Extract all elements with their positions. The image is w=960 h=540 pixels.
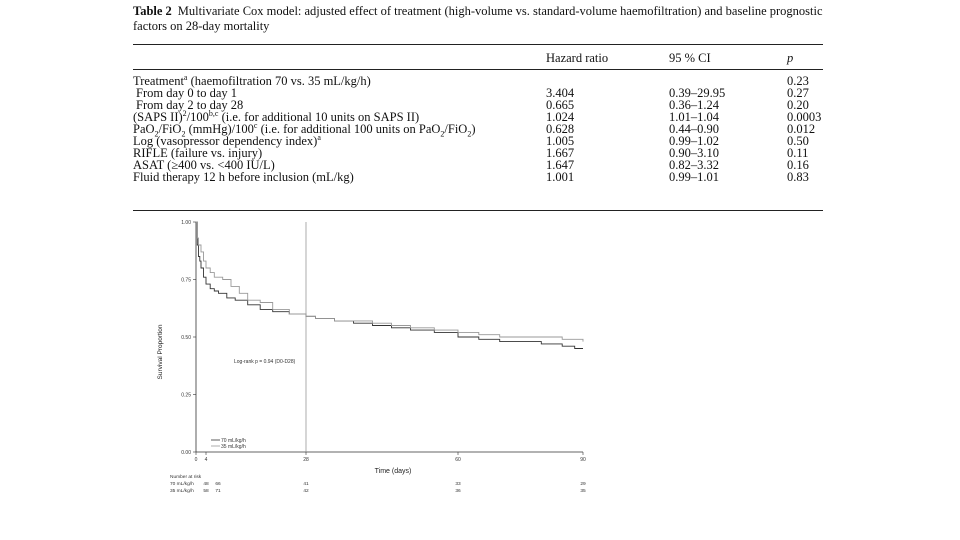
risk-count: 33	[455, 481, 461, 487]
table-label: Table 2	[133, 4, 172, 18]
x-tick-label: 90	[580, 457, 586, 463]
row-ci: 0.39–29.95	[669, 86, 726, 100]
risk-count: 42	[303, 488, 309, 494]
table-row: RIFLE (failure vs. injury) 1.667 0.90–3.…	[133, 146, 823, 160]
row-ci: 0.99–1.01	[669, 170, 719, 184]
table-header-row: Hazard ratio 95 % CI p	[133, 49, 823, 67]
risk-count: 35	[580, 488, 586, 494]
risk-count: 41	[303, 481, 309, 487]
table-row: ASAT (≥400 vs. <400 IU/L) 1.647 0.82–3.3…	[133, 158, 823, 172]
row-p: 0.0003	[787, 110, 822, 124]
row-p: 0.11	[787, 146, 809, 160]
header-ci: 95 % CI	[669, 50, 711, 65]
table-caption: Table 2 Multivariate Cox model: adjusted …	[133, 4, 823, 34]
row-label: Treatmenta (haemofiltration 70 vs. 35 mL…	[133, 72, 371, 88]
row-hr: 3.404	[546, 86, 575, 100]
row-hr: 1.005	[546, 134, 575, 148]
x-tick-label: 60	[455, 457, 461, 463]
row-hr: 1.024	[546, 110, 575, 124]
survival-curve-35	[196, 221, 584, 342]
row-hr: 0.628	[546, 122, 575, 136]
risk-table-title: Number at risk	[170, 474, 202, 480]
bottom-rule	[133, 210, 823, 211]
x-tick-label: 0	[195, 457, 198, 463]
row-p: 0.83	[787, 170, 809, 184]
risk-count: 48	[203, 481, 209, 487]
y-tick-label: 0.50	[181, 335, 191, 341]
risk-count: 36	[455, 488, 461, 494]
table-row: Log (vasopressor dependency index)a 1.00…	[133, 132, 823, 148]
y-tick-label: 0.00	[181, 450, 191, 456]
y-tick-label: 1.00	[181, 220, 191, 226]
row-label: PaO2/FiO2 (mmHg)/100c (i.e. for addition…	[133, 120, 476, 139]
row-p: 0.50	[787, 134, 809, 148]
risk-count: 58	[203, 488, 209, 494]
risk-count: 71	[215, 488, 221, 494]
y-tick-label: 0.75	[181, 278, 191, 284]
y-axis-label: Survival Proportion	[157, 324, 164, 379]
row-ci: 0.44–0.90	[669, 122, 719, 136]
top-rule	[133, 44, 823, 45]
table-row: Treatmenta (haemofiltration 70 vs. 35 mL…	[133, 72, 823, 88]
legend-35: 35 mL/kg/h	[221, 444, 246, 450]
row-p: 0.27	[787, 86, 809, 100]
row-label: (SAPS II)2/100b,c (i.e. for additional 1…	[133, 108, 420, 124]
x-tick-label: 4	[205, 457, 208, 463]
row-label: Fluid therapy 12 h before inclusion (mL/…	[133, 170, 354, 184]
row-ci: 0.90–3.10	[669, 146, 719, 160]
chart-series	[196, 221, 584, 349]
row-p: 0.23	[787, 74, 809, 88]
y-tick-label: 0.25	[181, 393, 191, 399]
header-p: p	[787, 50, 794, 65]
survival-curve-70	[196, 221, 583, 349]
header-variable	[133, 49, 546, 67]
row-ci: 0.99–1.02	[669, 134, 719, 148]
cox-model-table: Hazard ratio 95 % CI p Treatmenta (haemo…	[133, 49, 823, 184]
risk-count: 66	[215, 481, 221, 487]
table-row: (SAPS II)2/100b,c (i.e. for additional 1…	[133, 108, 823, 124]
table-row: PaO2/FiO2 (mmHg)/100c (i.e. for addition…	[133, 120, 823, 139]
row-label: RIFLE (failure vs. injury)	[133, 146, 263, 160]
row-label: ASAT (≥400 vs. <400 IU/L)	[133, 158, 275, 172]
header-rule	[133, 69, 823, 70]
row-ci: 0.82–3.32	[669, 158, 719, 172]
table-row: From day 2 to day 28 0.665 0.36–1.24 0.2…	[133, 98, 823, 112]
row-ci: 1.01–1.04	[669, 110, 719, 124]
legend-70: 70 mL/kg/h	[221, 438, 246, 444]
row-ci: 0.36–1.24	[669, 98, 719, 112]
chart-axes: 0.00 0.25 0.50 0.75 1.00 0 4 28 60 90	[181, 220, 586, 463]
table-row: From day 0 to day 1 3.404 0.39–29.95 0.2…	[133, 86, 823, 100]
risk-row-label: 35 mL/kg/h	[170, 488, 194, 494]
header-hazard-ratio: Hazard ratio	[546, 50, 609, 65]
row-label: From day 0 to day 1	[136, 86, 238, 100]
row-p: 0.012	[787, 122, 816, 136]
row-p: 0.16	[787, 158, 809, 172]
row-label: From day 2 to day 28	[136, 98, 244, 112]
row-hr: 1.667	[546, 146, 575, 160]
risk-row-label: 70 mL/kg/h	[170, 481, 194, 487]
x-tick-label: 28	[303, 457, 309, 463]
x-axis-label: Time (days)	[375, 468, 412, 475]
row-hr: 1.001	[546, 170, 575, 184]
table-row: Fluid therapy 12 h before inclusion (mL/…	[133, 170, 823, 184]
row-hr: 1.647	[546, 158, 575, 172]
row-label: Log (vasopressor dependency index)a	[133, 132, 321, 148]
logrank-annotation: Log-rank p = 0.94 (D0-D28)	[234, 359, 296, 365]
row-p: 0.20	[787, 98, 809, 112]
table-caption-text: Multivariate Cox model: adjusted effect …	[133, 4, 823, 33]
row-hr: 0.665	[546, 98, 575, 112]
risk-count: 29	[580, 481, 586, 487]
survival-chart: 0.00 0.25 0.50 0.75 1.00 0 4 28 60 90 Survival Pr…	[157, 220, 586, 494]
